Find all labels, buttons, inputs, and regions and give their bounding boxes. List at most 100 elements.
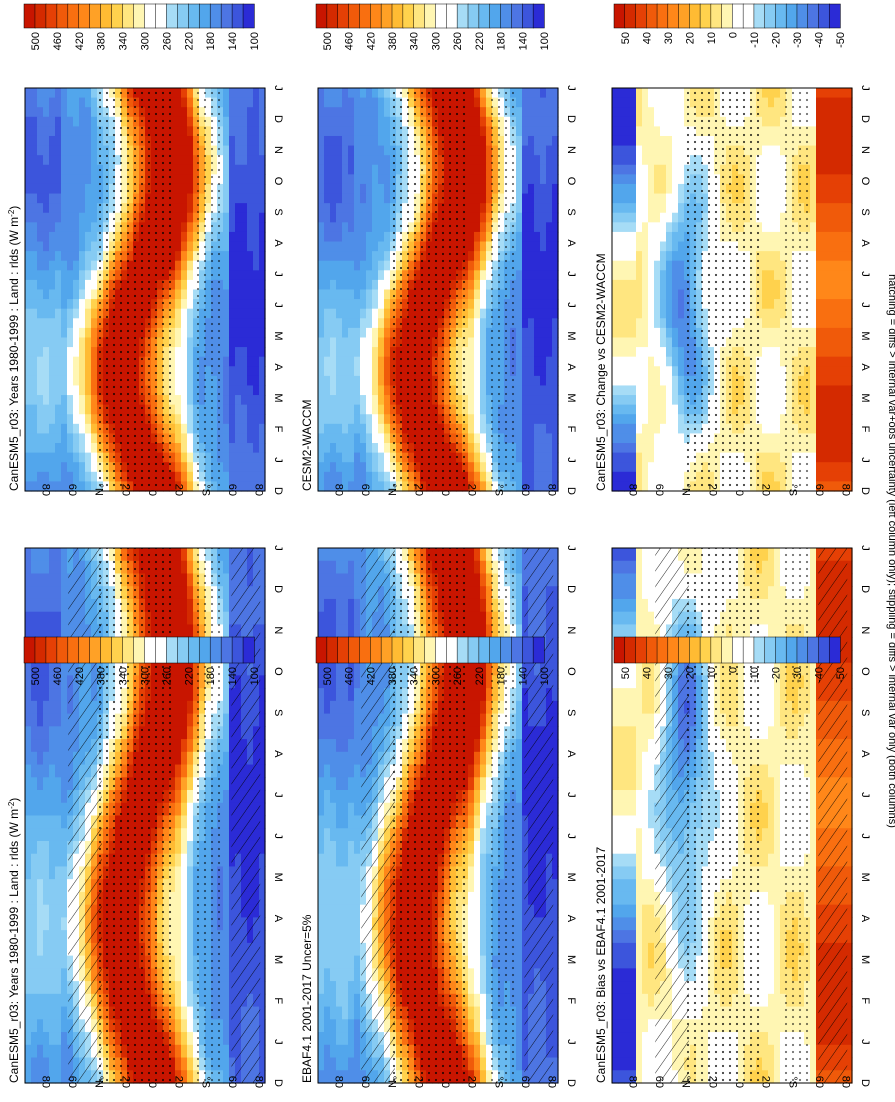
heatmap-cell: [235, 260, 242, 271]
heatmap-cell: [259, 866, 266, 880]
heatmap-cell: [49, 675, 56, 689]
heatmap-cell: [324, 688, 331, 702]
heatmap-cell: [187, 1032, 194, 1046]
heatmap-cell: [318, 790, 325, 804]
heatmap-cell: [25, 366, 32, 377]
heatmap-cell: [55, 289, 62, 300]
heatmap-cell: [259, 993, 266, 1008]
heatmap-cell: [516, 828, 523, 842]
heatmap-cell: [175, 777, 182, 791]
heatmap-cell: [259, 481, 266, 492]
heatmap-cell: [480, 828, 487, 842]
heatmap-cell: [25, 904, 32, 919]
heatmap-cell: [330, 917, 337, 931]
heatmap-cell: [259, 1006, 266, 1020]
heatmap-cell: [318, 1032, 325, 1046]
heatmap-cell: [324, 866, 331, 880]
heatmap-cell: [85, 107, 92, 118]
heatmap-cell: [348, 560, 355, 575]
heatmap-cell: [55, 88, 62, 99]
heatmap-cell: [49, 917, 56, 931]
heatmap-cell: [223, 879, 230, 893]
colorbar-label: 340: [118, 32, 130, 50]
heatmap-cell: [79, 308, 86, 319]
heatmap-cell: [55, 251, 62, 262]
heatmap-cell: [354, 777, 361, 791]
heatmap-cell: [259, 462, 266, 473]
month-tick-label: J: [272, 1039, 284, 1045]
heatmap-cell: [480, 726, 487, 740]
heatmap-cell: [187, 1070, 194, 1084]
heatmap-cell: [31, 751, 38, 766]
heatmap-cell: [318, 828, 325, 842]
heatmap-cell: [43, 993, 50, 1008]
heatmap-cell: [85, 289, 92, 300]
heatmap-cell: [241, 299, 248, 310]
heatmap-cell: [259, 443, 266, 454]
heatmap-cell: [49, 471, 56, 483]
heatmap-cell: [67, 289, 74, 300]
heatmap-cell: [49, 853, 56, 868]
heatmap-cell: [67, 241, 74, 252]
heatmap-cell: [55, 395, 62, 406]
heatmap-cell: [175, 1070, 182, 1084]
heatmap-cell: [85, 414, 92, 425]
heatmap-cell: [37, 443, 44, 454]
heatmap-cell: [259, 777, 266, 791]
heatmap-cell: [49, 385, 56, 396]
heatmap-cell: [223, 981, 230, 995]
heatmap-cell: [354, 764, 361, 778]
heatmap-cell: [187, 726, 194, 740]
heatmap-cell: [49, 866, 56, 880]
heatmap-cell: [85, 145, 92, 156]
heatmap-cell: [79, 327, 86, 339]
heatmap-cell: [37, 308, 44, 319]
heatmap-cell: [474, 573, 481, 587]
heatmap-cell: [235, 347, 242, 358]
heatmap-cell: [516, 1070, 523, 1084]
heatmap-cell: [247, 270, 254, 281]
heatmap-cell: [354, 548, 361, 562]
heatmap-cell: [181, 423, 188, 435]
heatmap-cell: [324, 955, 331, 969]
heatmap-cell: [187, 452, 194, 463]
heatmap-cell: [175, 289, 182, 300]
heatmap-cell: [175, 1019, 182, 1033]
heatmap-cell: [43, 366, 50, 377]
heatmap-cell: [181, 155, 188, 166]
heatmap-cell: [31, 700, 38, 715]
heatmap-cell: [43, 241, 50, 252]
heatmap-cell: [235, 289, 242, 300]
heatmap-cell: [43, 126, 50, 137]
month-tick-label: J: [272, 833, 284, 839]
heatmap-cell: [85, 375, 92, 387]
heatmap-cell: [324, 904, 331, 919]
heatmap-cell: [318, 624, 325, 638]
heatmap-cell: [468, 981, 475, 995]
heatmap-cell: [253, 462, 260, 473]
heatmap-cell: [259, 879, 266, 893]
heatmap-cell: [175, 853, 182, 868]
heatmap-cell: [43, 1070, 50, 1084]
heatmap-cell: [342, 751, 349, 766]
heatmap-cell: [354, 751, 361, 766]
heatmap-cell: [49, 1070, 56, 1084]
heatmap-cell: [187, 560, 194, 575]
month-tick-label: O: [272, 667, 284, 676]
heatmap-cell: [480, 560, 487, 575]
heatmap-cell: [229, 404, 236, 415]
heatmap-cell: [480, 713, 487, 727]
heatmap-cell: [49, 107, 56, 118]
heatmap-cell: [43, 828, 50, 842]
heatmap-cell: [223, 279, 230, 291]
heatmap-cell: [61, 942, 68, 957]
heatmap-cell: [247, 481, 254, 492]
heatmap-cell: [336, 675, 343, 689]
heatmap-cell: [49, 624, 56, 638]
heatmap-cell: [181, 1019, 188, 1033]
heatmap-cell: [223, 155, 230, 166]
heatmap-cell: [229, 203, 236, 214]
heatmap-cell: [241, 251, 248, 262]
heatmap-cell: [37, 88, 44, 99]
heatmap-cell: [187, 573, 194, 587]
